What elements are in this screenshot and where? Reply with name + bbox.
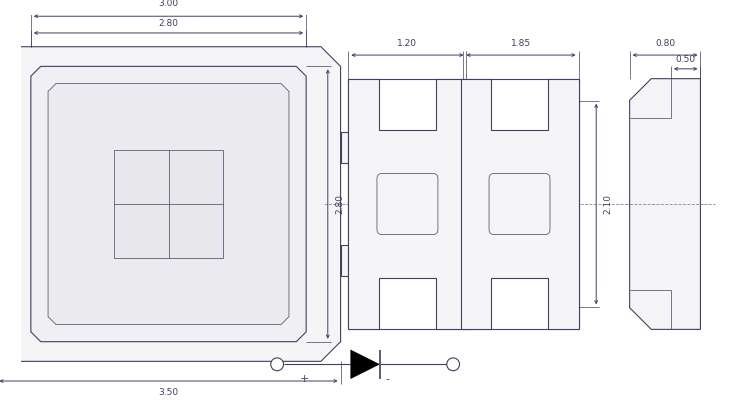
Polygon shape <box>31 66 306 342</box>
Polygon shape <box>630 79 700 329</box>
Polygon shape <box>0 47 340 361</box>
Text: 2.80: 2.80 <box>336 194 345 214</box>
Polygon shape <box>460 79 578 329</box>
Text: 1.20: 1.20 <box>398 39 418 48</box>
Bar <box>340 132 350 163</box>
Text: 2.10: 2.10 <box>603 194 612 214</box>
Circle shape <box>271 358 284 371</box>
Text: 3.00: 3.00 <box>158 0 178 8</box>
FancyBboxPatch shape <box>377 173 438 234</box>
Bar <box>115 150 223 258</box>
Text: 0.50: 0.50 <box>676 55 696 64</box>
Text: 3.50: 3.50 <box>158 388 178 397</box>
Circle shape <box>447 358 460 371</box>
Polygon shape <box>349 79 466 329</box>
FancyBboxPatch shape <box>489 173 550 234</box>
Text: 2.80: 2.80 <box>158 19 178 28</box>
Text: +: + <box>299 374 309 384</box>
Text: 0.80: 0.80 <box>655 39 675 48</box>
Polygon shape <box>350 349 380 379</box>
Text: 1.85: 1.85 <box>511 39 531 48</box>
Text: -: - <box>386 374 390 384</box>
Polygon shape <box>48 84 289 325</box>
Bar <box>340 245 350 276</box>
